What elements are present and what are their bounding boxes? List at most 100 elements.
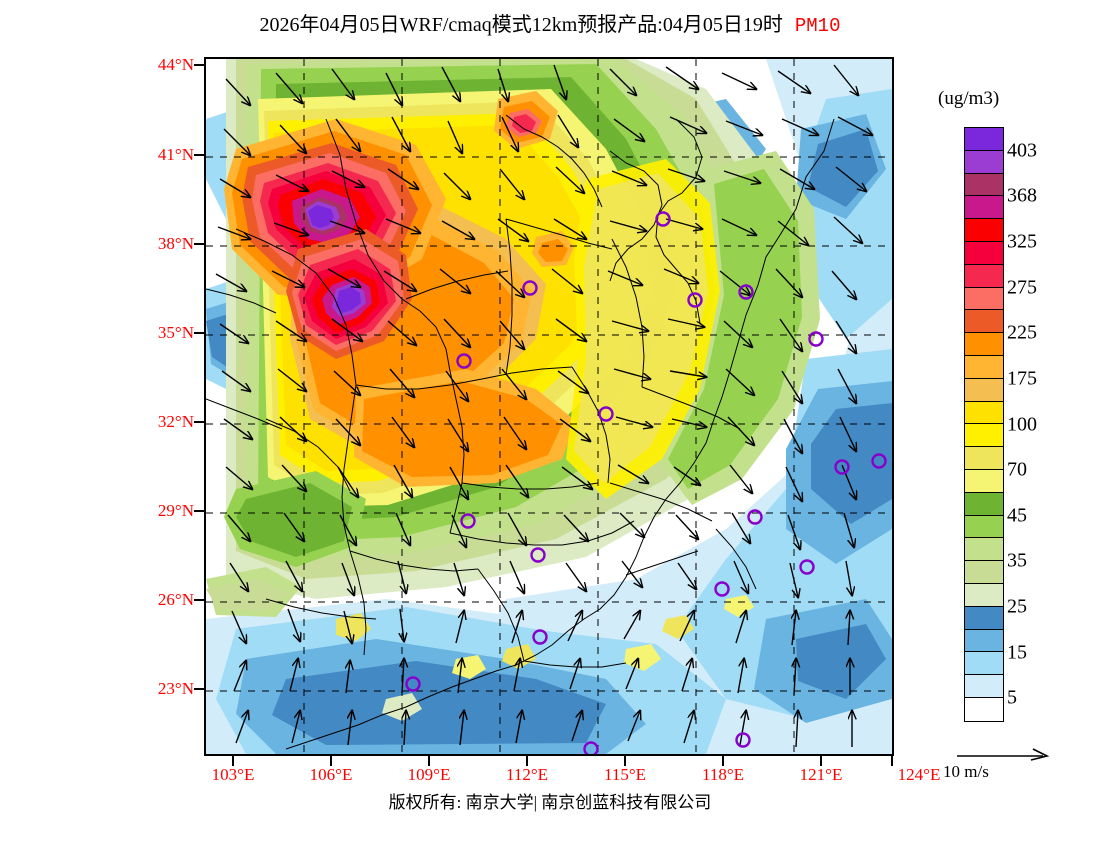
city-marker[interactable]	[530, 547, 546, 563]
x-tick-mark	[330, 755, 332, 766]
copyright-footer: 版权所有: 南京大学| 南京创蓝科技有限公司	[388, 793, 712, 812]
page-title: 2026年04月05日WRF/cmaq模式12km预报产品:04月05日19时 P…	[0, 8, 1100, 37]
city-marker[interactable]	[738, 284, 754, 300]
city-marker[interactable]	[405, 676, 421, 692]
x-tick-mark	[428, 755, 430, 766]
colorbar-label-70: 70	[1007, 458, 1027, 481]
city-marker[interactable]	[522, 280, 538, 296]
colorbar-band-13	[965, 424, 1003, 448]
city-marker-group[interactable]	[405, 147, 893, 755]
city-marker[interactable]	[583, 741, 599, 755]
colorbar-band-23	[965, 652, 1003, 676]
colorbar-band-25	[965, 697, 1003, 721]
x-tick-mark	[722, 755, 724, 766]
y-tick-mark	[194, 599, 205, 601]
y-tick-mark	[194, 421, 205, 423]
y-tick-mark	[194, 154, 205, 156]
city-marker[interactable]	[834, 459, 850, 475]
page-title-main: 2026年04月05日WRF/cmaq模式12km预报产品:04月05日19时	[259, 14, 783, 36]
x-tick-124E: 124°E	[897, 765, 941, 784]
colorbar-band-22	[965, 629, 1003, 653]
city-marker[interactable]	[598, 406, 614, 422]
y-tick-mark	[194, 64, 205, 66]
colorbar-band-3	[965, 196, 1003, 220]
y-tick-29N: 29°N	[157, 501, 194, 520]
wind-scale-arrow-icon	[957, 748, 1050, 761]
colorbar-label-25: 25	[1007, 595, 1027, 618]
x-tick-mark	[624, 755, 626, 766]
colorbar-band-2	[965, 173, 1003, 197]
colorbar-band-5	[965, 241, 1003, 265]
x-tick-109E: 109°E	[407, 765, 451, 784]
city-marker[interactable]	[735, 732, 751, 748]
city-marker[interactable]	[532, 629, 548, 645]
colorbar-band-0	[965, 128, 1003, 151]
y-tick-41N: 41°N	[157, 145, 194, 164]
city-marker[interactable]	[747, 509, 763, 525]
colorbar-band-1	[965, 150, 1003, 174]
colorbar-band-18	[965, 538, 1003, 562]
colorbar-band-24	[965, 675, 1003, 698]
y-tick-32N: 32°N	[157, 412, 194, 431]
city-marker[interactable]	[714, 581, 730, 597]
colorbar[interactable]	[964, 127, 1004, 722]
colorbar-label-275: 275	[1007, 276, 1037, 299]
y-tick-35N: 35°N	[157, 323, 194, 342]
colorbar-band-9	[965, 333, 1003, 356]
graticule	[206, 59, 892, 754]
x-tick-mark	[820, 755, 822, 766]
x-tick-118E: 118°E	[701, 765, 745, 784]
y-tick-mark	[194, 332, 205, 334]
x-tick-mark	[891, 755, 893, 766]
map-canvas	[206, 59, 892, 754]
colorbar-label-325: 325	[1007, 230, 1037, 253]
colorbar-band-10	[965, 355, 1003, 379]
y-tick-23N: 23°N	[157, 679, 194, 698]
colorbar-band-16	[965, 492, 1003, 516]
colorbar-band-21	[965, 606, 1003, 630]
city-marker[interactable]	[687, 292, 703, 308]
y-tick-mark	[194, 510, 205, 512]
colorbar-band-4	[965, 219, 1003, 242]
contour-field	[206, 59, 892, 754]
x-tick-103E: 103°E	[211, 765, 255, 784]
colorbar-label-368: 368	[1007, 184, 1037, 207]
colorbar-label-100: 100	[1007, 413, 1037, 435]
colorbar-band-15	[965, 469, 1003, 493]
y-tick-mark	[194, 688, 205, 690]
coastline-and-borders	[206, 114, 835, 750]
city-marker[interactable]	[871, 453, 887, 469]
x-tick-121E: 121°E	[799, 765, 843, 784]
colorbar-unit-label: (ug/m3)	[938, 88, 1000, 109]
colorbar-label-403: 403	[1007, 139, 1037, 162]
wind-vector-field	[215, 64, 872, 748]
colorbar-band-12	[965, 401, 1003, 425]
x-tick-106E: 106°E	[309, 765, 353, 784]
city-marker[interactable]	[456, 353, 472, 369]
colorbar-band-19	[965, 561, 1003, 584]
colorbar-band-6	[965, 264, 1003, 288]
y-tick-26N: 26°N	[157, 590, 194, 609]
colorbar-band-20	[965, 583, 1003, 607]
page-title-species: PM10	[794, 15, 841, 37]
colorbar-label-35: 35	[1007, 549, 1027, 572]
city-marker[interactable]	[460, 513, 476, 529]
colorbar-band-7	[965, 287, 1003, 311]
colorbar-label-175: 175	[1007, 367, 1037, 390]
x-tick-mark	[232, 755, 234, 766]
colorbar-band-11	[965, 378, 1003, 402]
x-tick-115E: 115°E	[603, 765, 647, 784]
city-marker[interactable]	[655, 211, 671, 227]
wind-scale-label: 10 m/s	[943, 762, 989, 781]
colorbar-band-8	[965, 310, 1003, 334]
colorbar-label-5: 5	[1007, 686, 1017, 709]
city-marker[interactable]	[808, 331, 824, 347]
y-tick-44N: 44°N	[157, 55, 194, 74]
x-tick-mark	[526, 755, 528, 766]
city-marker[interactable]	[799, 559, 815, 575]
y-tick-mark	[194, 243, 205, 245]
map-plot-area[interactable]	[204, 57, 894, 756]
colorbar-band-14	[965, 447, 1003, 470]
colorbar-label-225: 225	[1007, 321, 1037, 344]
